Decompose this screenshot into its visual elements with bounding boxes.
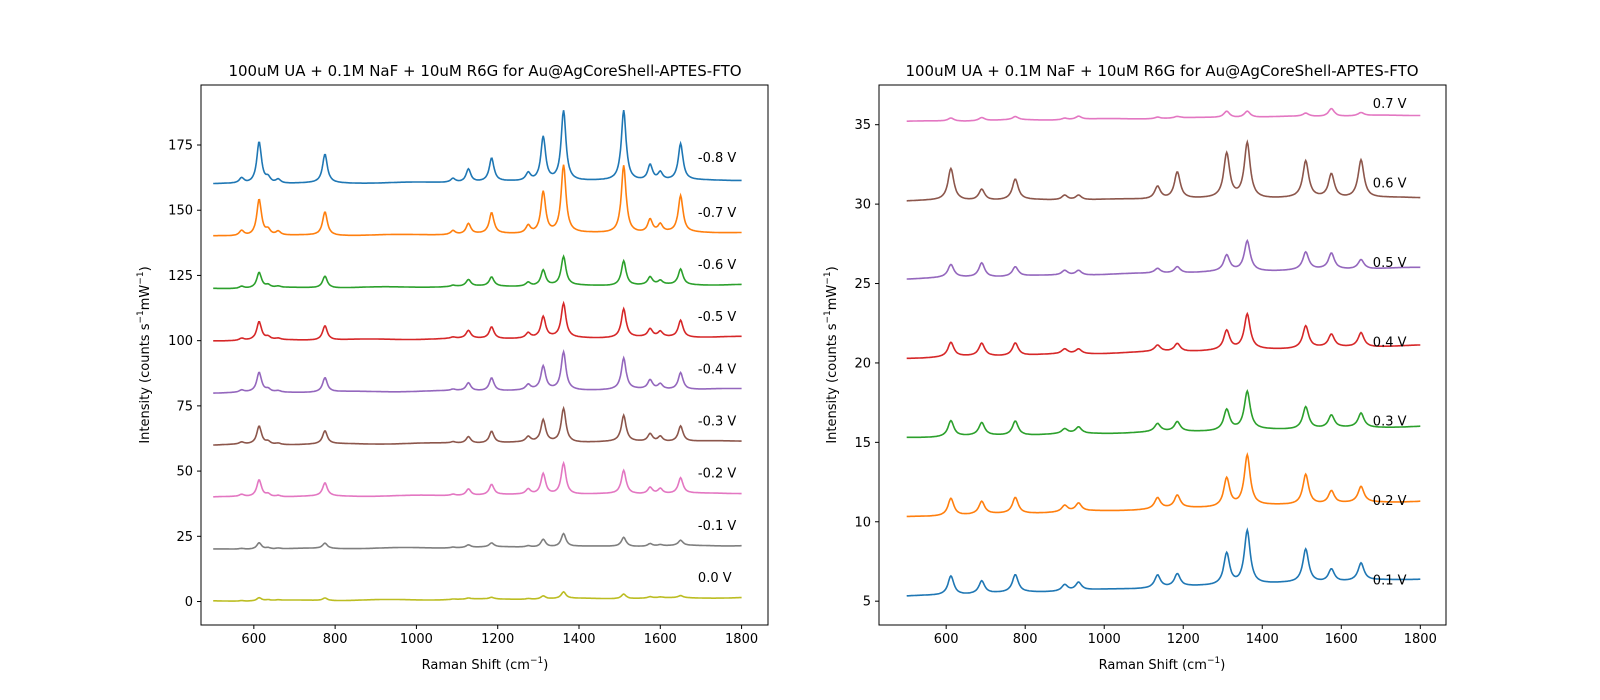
y-tick-label: 25 bbox=[854, 277, 871, 292]
series-label: 0.6 V bbox=[1373, 176, 1407, 191]
x-tick-label: 1200 bbox=[1167, 632, 1200, 647]
series-label: -0.1 V bbox=[698, 519, 736, 534]
x-tick-label: 1600 bbox=[1325, 632, 1358, 647]
series-line bbox=[213, 300, 742, 342]
series-line bbox=[906, 388, 1421, 439]
series-line bbox=[906, 527, 1421, 597]
series-line bbox=[213, 460, 742, 498]
y-tick-label: 125 bbox=[168, 269, 193, 284]
right-chart-title: 100uM UA + 0.1M NaF + 10uM R6G for Au@Ag… bbox=[905, 62, 1418, 80]
series-label: -0.2 V bbox=[698, 467, 736, 482]
y-tick-label: 50 bbox=[176, 465, 193, 480]
series-label: -0.8 V bbox=[698, 151, 736, 166]
series-label: 0.3 V bbox=[1373, 415, 1407, 430]
x-tick-label: 1200 bbox=[481, 632, 514, 647]
left-y-ticks: 0 25 50 75 100 125 150 175 bbox=[168, 139, 201, 610]
y-tick-label: 15 bbox=[854, 436, 871, 451]
x-tick-label: 1600 bbox=[644, 632, 677, 647]
series-label: 0.1 V bbox=[1373, 574, 1407, 589]
y-tick-label: 10 bbox=[854, 515, 871, 530]
series-line bbox=[906, 107, 1421, 122]
left-series-labels: -0.8 V -0.7 V -0.6 V -0.5 V -0.4 V -0.3 V -0.2… bbox=[698, 151, 736, 586]
x-tick-label: 600 bbox=[241, 632, 266, 647]
x-tick-label: 1800 bbox=[725, 632, 758, 647]
x-tick-label: 1400 bbox=[1246, 632, 1279, 647]
left-y-axis-label: Intensity (counts s−1mW−1) bbox=[136, 266, 153, 443]
right-chart-panel: 100uM UA + 0.1M NaF + 10uM R6G for Au@Ag… bbox=[823, 62, 1447, 673]
x-tick-label: 1000 bbox=[400, 632, 433, 647]
left-plot-lines bbox=[213, 109, 742, 602]
left-plot-frame bbox=[200, 84, 769, 626]
y-tick-label: 175 bbox=[168, 139, 193, 154]
series-line bbox=[213, 109, 742, 185]
y-tick-label: 75 bbox=[176, 399, 193, 414]
y-tick-label: 5 bbox=[863, 595, 871, 610]
x-tick-label: 800 bbox=[1013, 632, 1038, 647]
right-plot-lines bbox=[906, 107, 1421, 597]
y-tick-label: 25 bbox=[176, 530, 193, 545]
x-tick-label: 1000 bbox=[1088, 632, 1121, 647]
x-tick-label: 800 bbox=[323, 632, 348, 647]
left-x-ticks: 600 800 1000 1200 1400 1600 1800 bbox=[241, 625, 758, 647]
right-x-axis-label: Raman Shift (cm−1) bbox=[1099, 656, 1226, 673]
series-line bbox=[906, 139, 1421, 202]
series-label: 0.4 V bbox=[1373, 335, 1407, 350]
y-tick-label: 0 bbox=[185, 595, 193, 610]
series-label: -0.3 V bbox=[698, 415, 736, 430]
series-line bbox=[906, 238, 1421, 280]
y-tick-label: 20 bbox=[854, 356, 871, 371]
x-tick-label: 600 bbox=[934, 632, 959, 647]
series-label: 0.5 V bbox=[1373, 256, 1407, 271]
series-label: -0.6 V bbox=[698, 258, 736, 273]
series-label: -0.4 V bbox=[698, 362, 736, 377]
series-line bbox=[906, 311, 1421, 360]
series-label: 0.2 V bbox=[1373, 494, 1407, 509]
x-tick-label: 1800 bbox=[1404, 632, 1437, 647]
left-chart-panel: 100uM UA + 0.1M NaF + 10uM R6G for Au@Ag… bbox=[136, 62, 769, 673]
y-tick-label: 30 bbox=[854, 198, 871, 213]
series-line bbox=[213, 254, 742, 290]
right-x-ticks: 600 800 1000 1200 1400 1600 1800 bbox=[934, 625, 1437, 647]
series-line bbox=[213, 349, 742, 394]
series-line bbox=[213, 590, 742, 602]
right-y-ticks: 5 10 15 20 25 30 35 bbox=[854, 118, 879, 610]
y-tick-label: 100 bbox=[168, 334, 193, 349]
y-tick-label: 35 bbox=[854, 118, 871, 133]
series-label: -0.7 V bbox=[698, 206, 736, 221]
right-y-axis-label: Intensity (counts s−1mW−1) bbox=[823, 266, 840, 443]
series-line bbox=[906, 451, 1421, 518]
y-tick-label: 150 bbox=[168, 204, 193, 219]
series-line bbox=[213, 164, 742, 237]
series-label: 0.7 V bbox=[1373, 97, 1407, 112]
left-chart-title: 100uM UA + 0.1M NaF + 10uM R6G for Au@Ag… bbox=[228, 62, 741, 80]
right-plot-frame bbox=[878, 84, 1447, 626]
series-label: 0.0 V bbox=[698, 571, 732, 586]
series-line bbox=[213, 532, 742, 550]
series-label: -0.5 V bbox=[698, 310, 736, 325]
x-tick-label: 1400 bbox=[562, 632, 595, 647]
right-series-labels: 0.1 V 0.2 V 0.3 V 0.4 V 0.5 V 0.6 V 0.7 V bbox=[1373, 97, 1407, 588]
series-line bbox=[213, 405, 742, 446]
left-x-axis-label: Raman Shift (cm−1) bbox=[422, 656, 549, 673]
